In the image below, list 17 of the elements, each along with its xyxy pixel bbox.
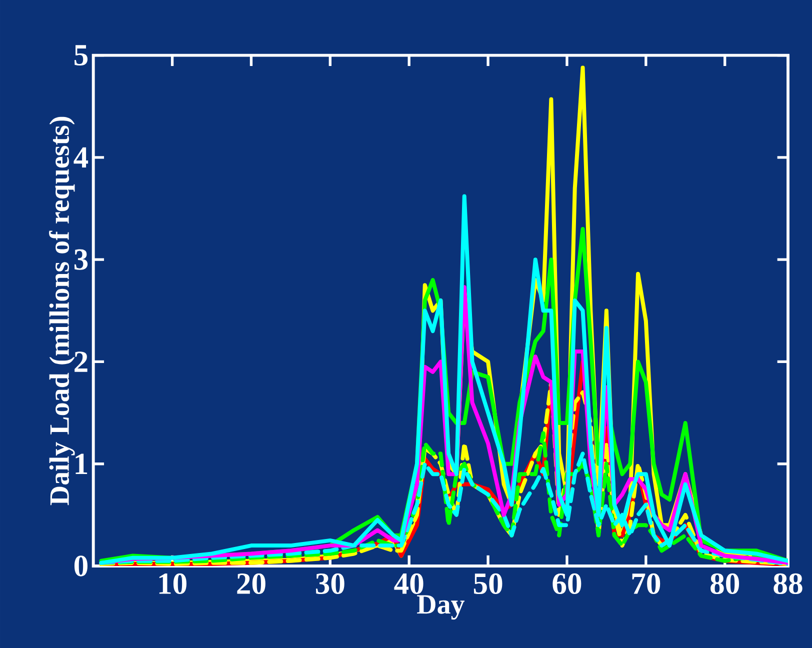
x-tick-label: 30 [316, 573, 344, 594]
x-tick-label: 70 [632, 573, 660, 594]
x-tick-label: 60 [552, 573, 582, 594]
x-tick-label: 80 [710, 573, 740, 594]
x-tick-label: 40 [394, 573, 424, 594]
x-tick-label: 88 [774, 573, 802, 594]
y-axis-title: Daily Load (millions of requests) [49, 116, 75, 506]
x-tick-label: 10 [159, 573, 186, 594]
y-tick-label: 3 [74, 249, 88, 270]
y-tick-label: 0 [74, 556, 88, 576]
x-axis-title: Day [417, 595, 464, 620]
x-tick-label: 20 [237, 573, 266, 594]
y-tick-label: 5 [74, 45, 88, 66]
x-tick-label: 50 [474, 573, 502, 594]
y-tick-label: 1 [76, 454, 88, 474]
y-tick-label: 4 [74, 147, 88, 168]
y-tick-label: 2 [74, 352, 88, 372]
